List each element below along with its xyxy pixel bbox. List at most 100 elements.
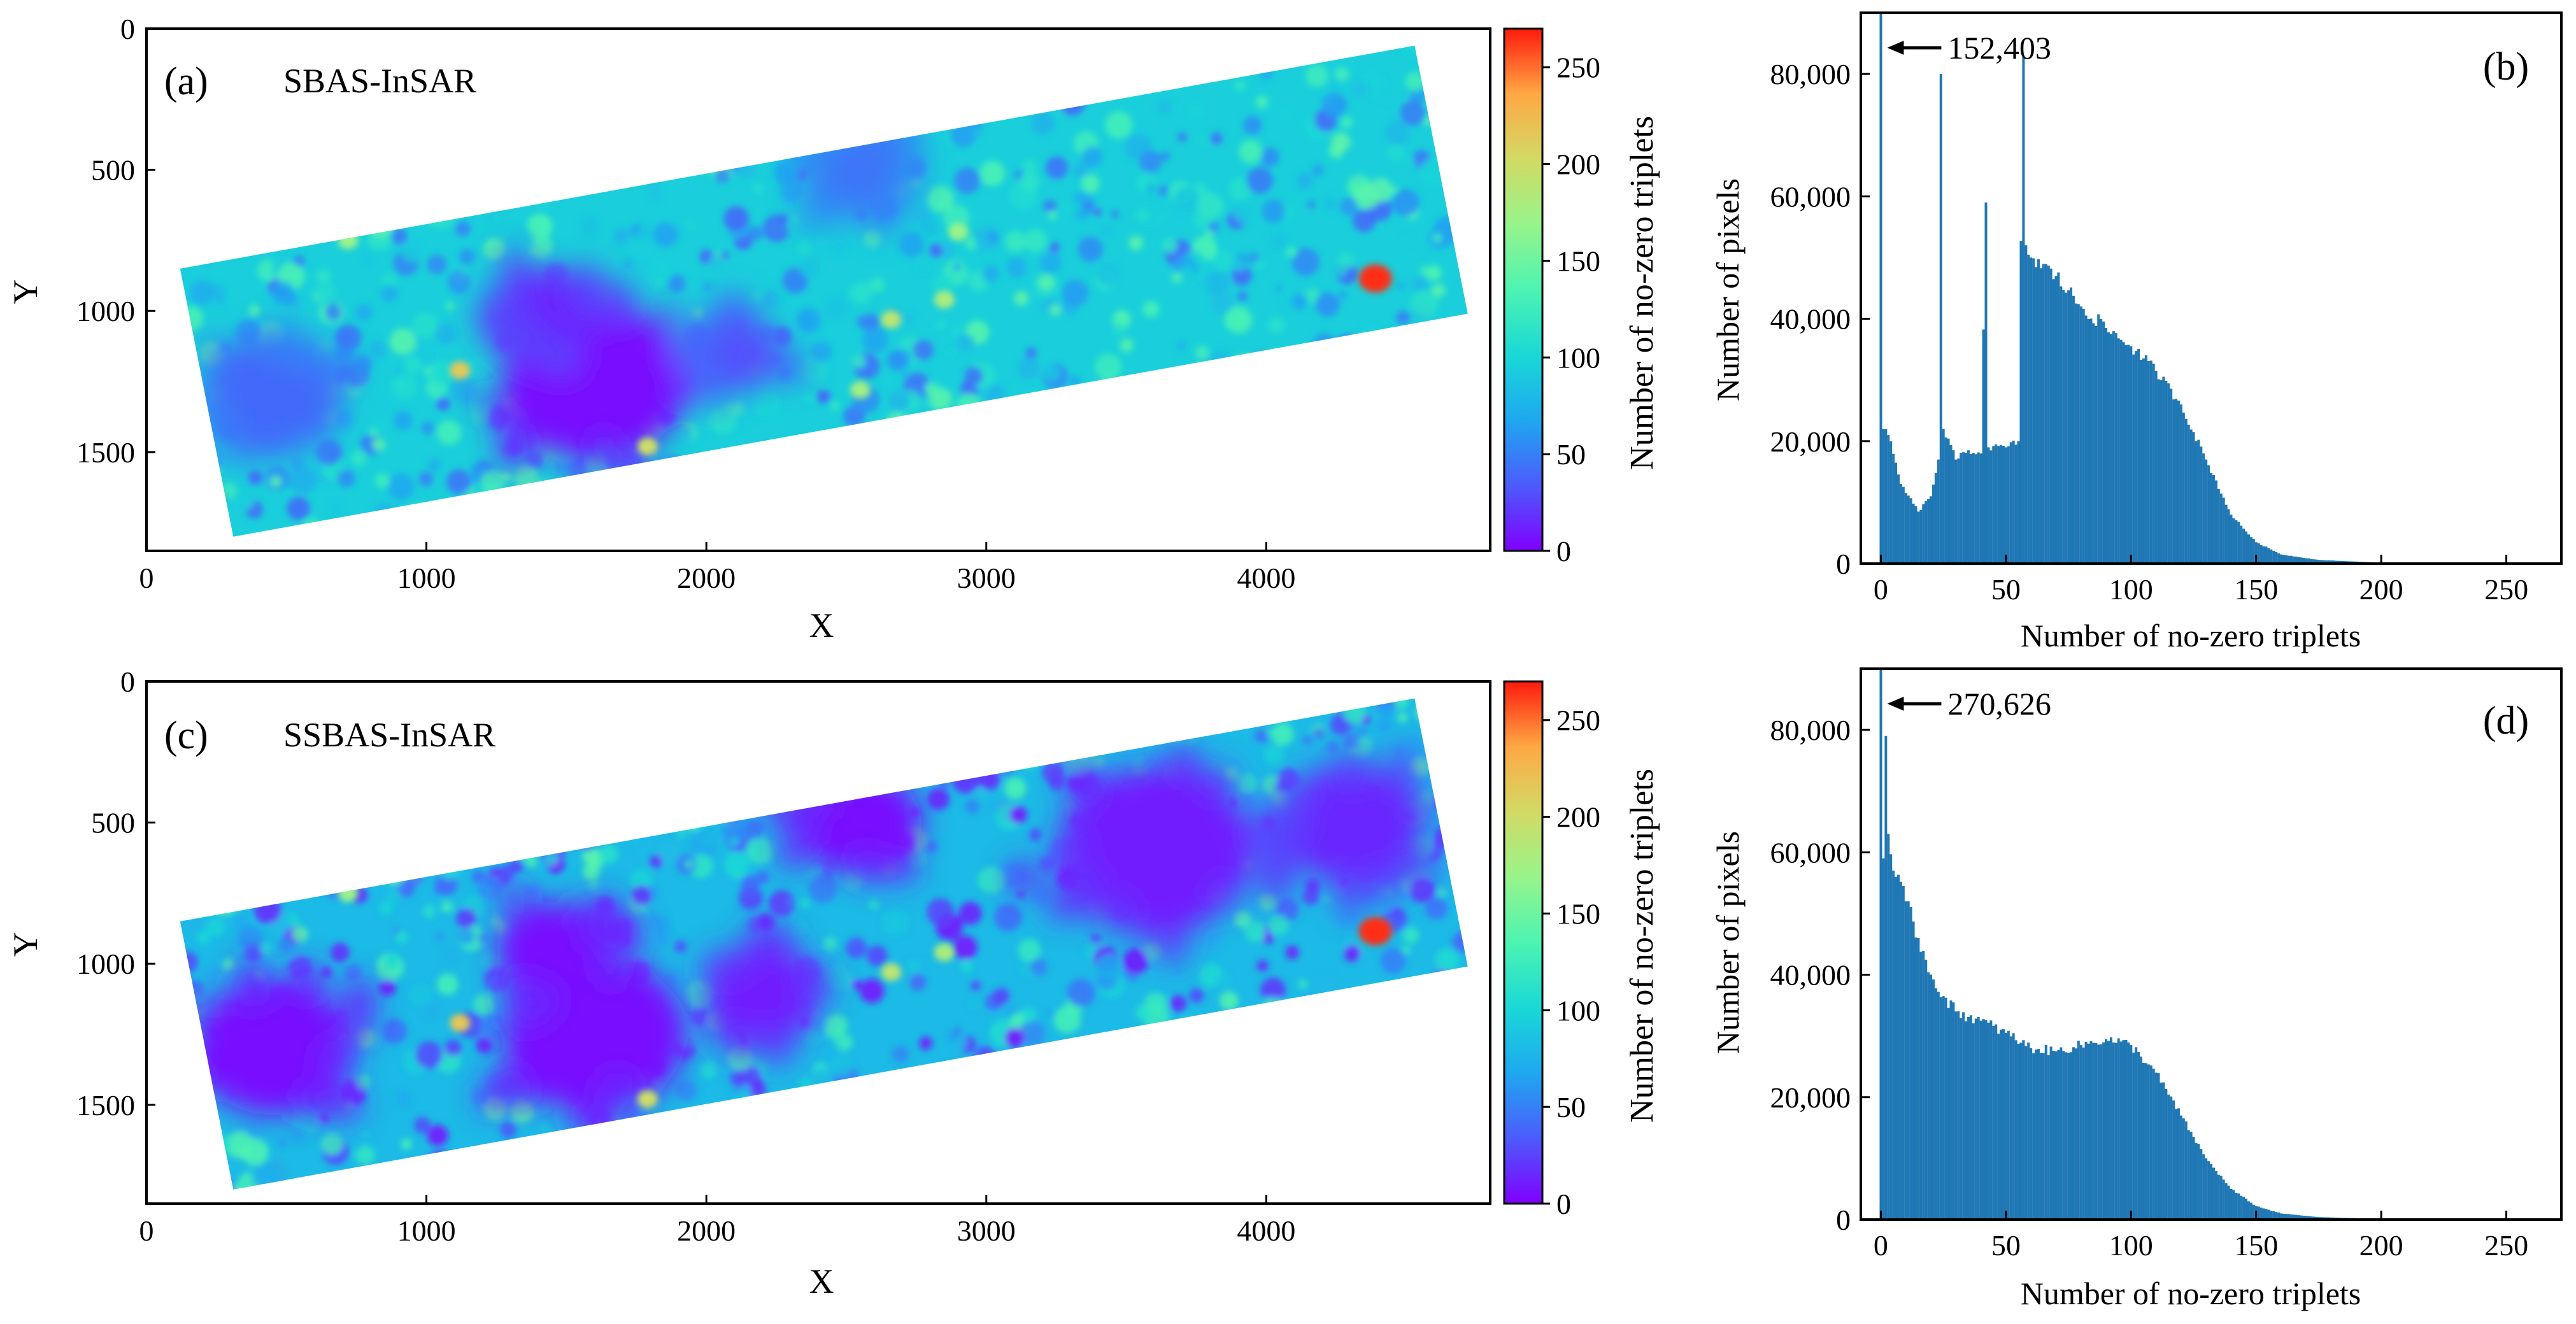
c-texture-speck bbox=[392, 859, 409, 875]
b-annotation-arrowhead bbox=[1887, 41, 1904, 55]
c-texture-speck bbox=[925, 840, 938, 853]
b-bar bbox=[2000, 445, 2003, 564]
c-texture-speck bbox=[725, 722, 739, 736]
c-texture-speck bbox=[915, 747, 925, 757]
c-texture-speck bbox=[1294, 1023, 1306, 1036]
d-bar bbox=[2047, 1055, 2050, 1220]
a-texture-speck bbox=[1337, 334, 1358, 355]
c-texture-speck bbox=[1451, 711, 1468, 732]
b-ytick-label: 0 bbox=[1836, 548, 1851, 580]
d-bar bbox=[1899, 881, 1902, 1220]
a-texture-speck bbox=[449, 117, 459, 127]
c-texture-speck bbox=[620, 1158, 638, 1176]
a-texture-speck bbox=[182, 225, 193, 236]
c-texture-speck bbox=[716, 698, 731, 711]
d-bar bbox=[1965, 1021, 1968, 1220]
b-bar bbox=[1967, 450, 1970, 564]
a-texture-speck bbox=[294, 255, 305, 266]
c-texture-speck bbox=[1382, 757, 1391, 766]
d-bar bbox=[2252, 1204, 2255, 1220]
a-texture-speck bbox=[946, 348, 956, 358]
a-texture-speck bbox=[988, 110, 997, 118]
d-bar bbox=[2177, 1108, 2180, 1220]
d-bar bbox=[2167, 1094, 2170, 1220]
c-texture-speck bbox=[685, 860, 693, 869]
c-texture-speck bbox=[233, 915, 250, 931]
d-bar bbox=[2132, 1052, 2135, 1220]
b-bar bbox=[2192, 432, 2195, 564]
c-texture-speck bbox=[214, 1179, 235, 1190]
a-texture-speck bbox=[1051, 62, 1065, 76]
c-texture-speck bbox=[1236, 774, 1257, 794]
c-low-zone-lobe bbox=[1048, 886, 1083, 922]
d-bar bbox=[2052, 1051, 2055, 1220]
a-texture-speck bbox=[1004, 231, 1027, 253]
a-texture-speck bbox=[1056, 415, 1064, 424]
c-texture-speck bbox=[815, 1067, 827, 1079]
c-texture-speck bbox=[871, 1150, 881, 1159]
d-bar bbox=[2212, 1167, 2215, 1220]
c-texture-speck bbox=[1111, 1099, 1135, 1123]
c-texture-speck bbox=[500, 1121, 517, 1139]
b-bar bbox=[1952, 450, 1955, 564]
c-texture-speck bbox=[191, 802, 211, 822]
a-texture-speck bbox=[1337, 431, 1348, 441]
d-bar bbox=[2295, 1214, 2298, 1220]
d-bar bbox=[1904, 901, 1907, 1220]
c-texture-speck bbox=[436, 973, 459, 995]
b-bar bbox=[2295, 556, 2298, 564]
b-bar bbox=[1997, 446, 2000, 564]
a-texture-speck bbox=[350, 450, 367, 466]
c-texture-speck bbox=[909, 698, 929, 712]
a-texture-speck bbox=[530, 516, 539, 525]
a-texture-speck bbox=[865, 456, 875, 467]
c-texture-speck bbox=[1320, 1038, 1332, 1051]
d-bar bbox=[2257, 1206, 2260, 1220]
d-bar bbox=[2247, 1201, 2250, 1220]
b-bar bbox=[1896, 474, 1900, 564]
c-texture-speck bbox=[603, 1172, 629, 1190]
c-texture-speck bbox=[1025, 737, 1049, 760]
c-texture-speck bbox=[225, 772, 253, 800]
a-texture-speck bbox=[1124, 45, 1149, 69]
a-texture-speck bbox=[680, 91, 694, 105]
c-texture-speck bbox=[1002, 733, 1013, 744]
c-texture-speck bbox=[675, 799, 694, 818]
d-bar bbox=[2135, 1047, 2138, 1220]
c-texture-speck bbox=[1060, 1135, 1073, 1147]
a-texture-speck bbox=[497, 506, 525, 534]
a-texture-speck bbox=[1307, 201, 1316, 209]
a-texture-speck bbox=[1309, 509, 1325, 526]
c-texture-speck bbox=[302, 757, 322, 776]
c-texture-speck bbox=[196, 891, 220, 915]
b-bar bbox=[1889, 441, 1893, 564]
c-texture-speck bbox=[515, 1183, 523, 1190]
a-hotspot bbox=[881, 310, 902, 329]
a-texture-speck bbox=[899, 50, 921, 72]
c-texture-speck bbox=[1435, 1043, 1455, 1061]
c-texture-speck bbox=[1342, 1034, 1362, 1053]
c-texture-speck bbox=[1190, 1079, 1199, 1088]
d-bar bbox=[2237, 1193, 2240, 1220]
c-texture-speck bbox=[862, 751, 878, 768]
d-bar bbox=[2054, 1051, 2058, 1220]
c-texture-speck bbox=[511, 785, 527, 801]
a-texture-speck bbox=[709, 407, 737, 434]
c-texture-speck bbox=[478, 932, 488, 943]
b-x-axis-label: Number of no-zero triplets bbox=[2021, 618, 2361, 653]
c-texture-speck bbox=[907, 959, 922, 974]
a-texture-speck bbox=[581, 94, 601, 113]
a-texture-speck bbox=[1393, 395, 1421, 422]
a-texture-speck bbox=[642, 167, 660, 187]
a-texture-speck bbox=[885, 506, 893, 514]
a-texture-speck bbox=[456, 154, 484, 182]
c-texture-speck bbox=[657, 713, 672, 729]
c-texture-speck bbox=[964, 1074, 976, 1085]
a-texture-speck bbox=[369, 213, 394, 238]
b-bar bbox=[2210, 473, 2213, 564]
a-texture-speck bbox=[290, 210, 301, 221]
d-bar bbox=[2092, 1043, 2095, 1220]
a-hotspot bbox=[637, 438, 658, 455]
b-bar bbox=[1930, 496, 1933, 564]
c-low-zone-lobe bbox=[737, 1037, 755, 1054]
